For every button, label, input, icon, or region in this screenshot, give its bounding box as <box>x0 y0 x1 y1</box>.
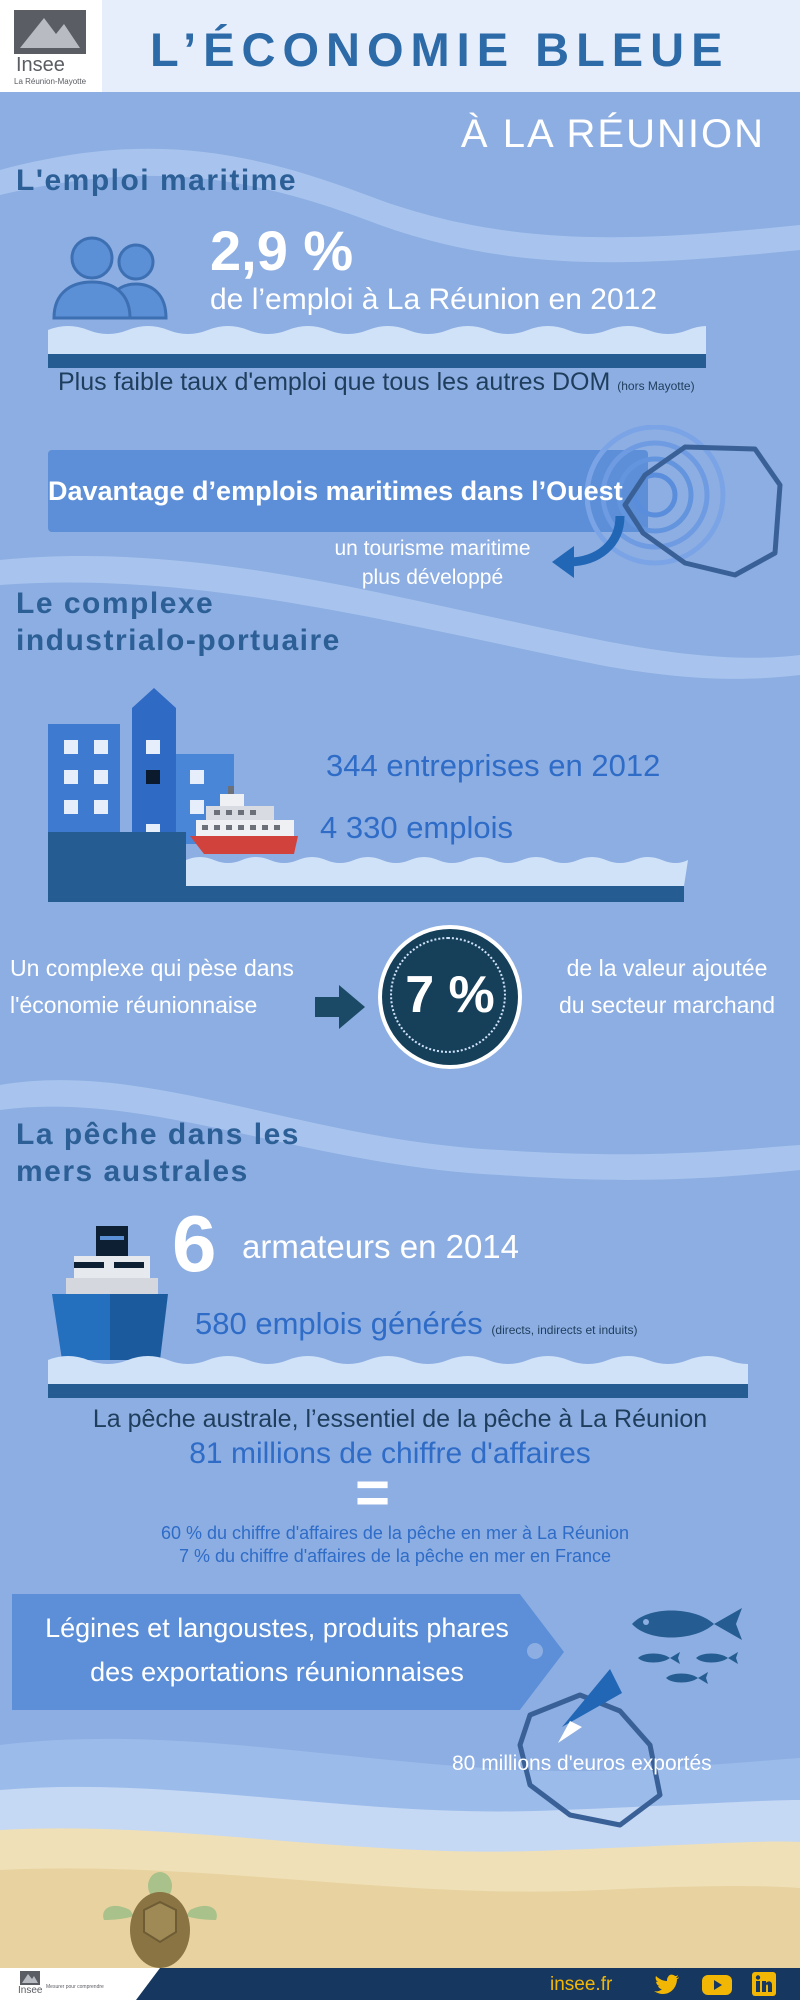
page-title: L’ÉCONOMIE BLEUE <box>150 23 730 76</box>
export-map-icon <box>517 1669 663 1828</box>
equals-sign: = <box>354 1459 391 1526</box>
complexe-entreprises: 344 entreprises en 2012 <box>326 748 661 783</box>
complexe-right-text: de la valeur ajoutée du secteur marchand <box>540 950 794 1024</box>
emploi-comparison: Plus faible taux d'emploi que tous les a… <box>58 368 695 397</box>
complexe-left-line-1: Un complexe qui pèse dans <box>10 955 294 981</box>
export-tag-line-1: Légines et langoustes, produits phares <box>45 1613 509 1643</box>
insee-logo-sub: La Réunion-Mayotte <box>14 77 87 86</box>
curved-arrow-icon <box>552 515 625 578</box>
export-tag-line-2: des exportations réunionnaises <box>90 1657 464 1687</box>
water-band-1 <box>48 326 706 368</box>
footer-logo-text: Insee <box>18 1985 43 1996</box>
export-tag-text: Légines et langoustes, produits phares d… <box>12 1606 542 1694</box>
emploi-stat-label: de l’emploi à La Réunion en 2012 <box>210 283 657 316</box>
peche-essentiel: La pêche australe, l’essentiel de la pêc… <box>92 1405 708 1433</box>
insee-logo[interactable]: Insee La Réunion-Mayotte <box>0 0 102 92</box>
export-tag <box>12 1594 564 1710</box>
armateurs-label: armateurs en 2014 <box>242 1228 520 1265</box>
peche-emplois-text: 580 emplois générés <box>195 1306 483 1341</box>
linkedin-icon[interactable] <box>752 1972 776 1996</box>
footer-logo-mark <box>20 1971 40 1985</box>
complexe-emplois: 4 330 emplois <box>320 810 514 845</box>
armateurs-number: 6 <box>172 1199 217 1288</box>
percent-badge: 7 % <box>378 925 522 1069</box>
peche-emplois: 580 emplois générés (directs, indirects … <box>195 1306 637 1342</box>
emploi-stat: 2,9 % <box>210 219 354 282</box>
tag-hole <box>527 1643 543 1659</box>
section-title-complexe-line-2: industrialo-portuaire <box>16 624 341 657</box>
tourism-line-1: un tourisme maritime <box>334 537 531 560</box>
turtle-icon <box>103 1872 217 1968</box>
tourism-text: un tourisme maritime plus développé <box>300 534 565 592</box>
header-bar <box>0 0 800 92</box>
reunion-map-icon <box>585 425 783 578</box>
ferry-icon <box>190 786 298 854</box>
peche-share-2: 7 % du chiffre d'affaires de la pêche en… <box>178 1546 612 1566</box>
complexe-left-line-2: l'économie réunionnaise <box>10 992 258 1018</box>
section-title-emploi: L'emploi maritime <box>16 164 298 197</box>
west-banner-text: Davantage d’emplois maritimes dans l’Oue… <box>48 476 623 506</box>
footer-logo-sub: Mesurer pour comprendre <box>46 1984 104 1990</box>
exports-value: 80 millions d'euros exportés <box>452 1752 712 1775</box>
percent-value: 7 % <box>405 966 495 1024</box>
peche-share-1: 60 % du chiffre d'affaires de la pêche e… <box>160 1523 630 1543</box>
section-title-peche: La pêche dans les mers australes <box>16 1116 300 1190</box>
complexe-left-text: Un complexe qui pèse dans l'économie réu… <box>10 950 294 1024</box>
right-arrow-icon <box>315 985 365 1029</box>
fishing-boat-icon <box>52 1226 168 1360</box>
insee-logo-mark <box>14 10 86 54</box>
footer-site-link[interactable]: insee.fr <box>550 1974 613 1995</box>
emploi-comparison-text: Plus faible taux d'emploi que tous les a… <box>58 368 611 396</box>
section-title-complexe-line-1: Le complexe <box>16 587 215 620</box>
section-title-complexe: Le complexe industrialo-portuaire <box>16 585 341 659</box>
peche-emplois-note: (directs, indirects et induits) <box>491 1323 638 1337</box>
complexe-right-line-1: de la valeur ajoutée <box>566 955 768 981</box>
port-illustration <box>48 688 688 902</box>
youtube-icon[interactable] <box>702 1974 732 1996</box>
insee-logo-text: Insee <box>16 54 65 76</box>
people-icon <box>52 236 168 320</box>
fish-icons <box>632 1608 742 1684</box>
water-band-2 <box>48 1356 748 1398</box>
emploi-comparison-note: (hors Mayotte) <box>617 379 695 393</box>
west-banner <box>48 450 648 532</box>
peche-ca: 81 millions de chiffre d'affaires <box>189 1437 591 1470</box>
complexe-right-line-2: du secteur marchand <box>558 992 776 1018</box>
section-title-peche-line-2: mers australes <box>16 1155 249 1188</box>
twitter-icon[interactable] <box>654 1974 680 1996</box>
tourism-line-2: plus développé <box>361 566 504 589</box>
page-subtitle: À LA RÉUNION <box>460 112 765 156</box>
section-title-peche-line-1: La pêche dans les <box>16 1118 300 1151</box>
